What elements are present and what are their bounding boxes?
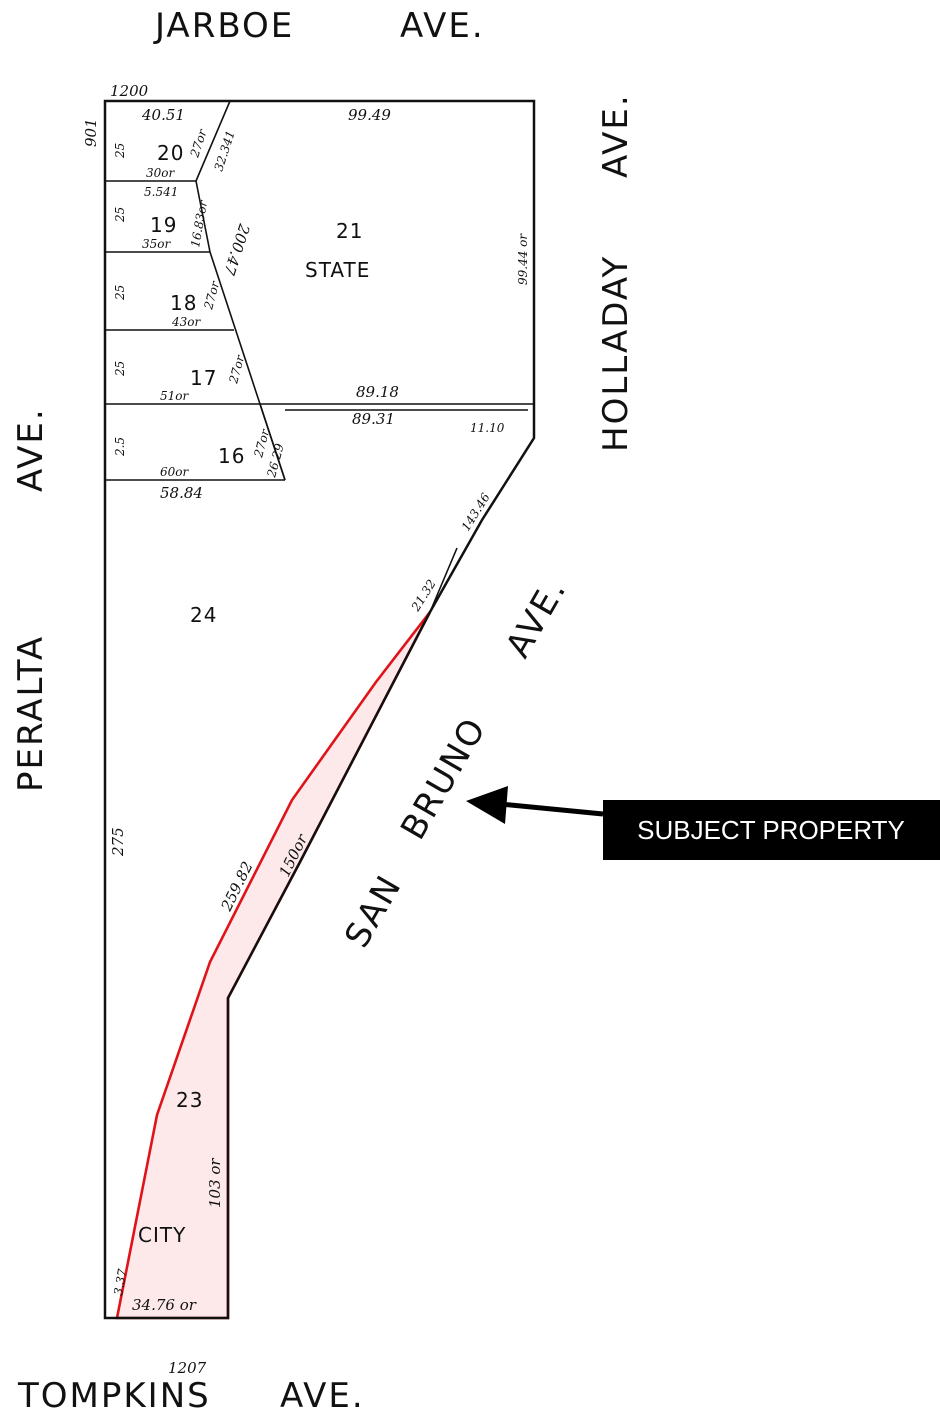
dim-lot17-bottom: 51or — [160, 389, 189, 403]
subject-property-outline — [115, 611, 432, 1320]
dim-west-lot19: 25 — [113, 207, 127, 223]
lot-23-number: 23 — [176, 1088, 203, 1112]
street-west-suffix: AVE. — [11, 407, 51, 492]
street-east-suffix: AVE. — [596, 93, 636, 178]
lot-21-number: 21 — [336, 219, 363, 243]
street-south-name: TOMPKINS — [17, 1376, 211, 1414]
dim-lot17-diag: 27or — [226, 353, 247, 386]
dim-west-lot18: 25 — [113, 285, 127, 301]
street-west-name: PERALTA — [11, 635, 51, 792]
dim-west-lot16: 2.5 — [113, 437, 127, 457]
callout-arrow-head — [466, 786, 508, 824]
dim-lot19-bottom: 35or — [142, 237, 171, 251]
dim-top-right: 99.49 — [348, 106, 391, 124]
lot-24-number: 24 — [190, 603, 217, 627]
street-diag-ave: AVE. — [498, 571, 575, 664]
dim-city-side: 103 or — [206, 1158, 224, 1208]
lot-line-20-diag — [195, 100, 231, 182]
dim-lot16-bottom2: 58.84 — [160, 484, 203, 502]
callout-label: SUBJECT PROPERTY — [637, 815, 905, 845]
street-diag-bruno: BRUNO — [393, 710, 495, 846]
street-north-suffix: AVE. — [400, 6, 485, 46]
dim-mid-top: 89.18 — [356, 383, 399, 401]
dim-west-side: 275 — [109, 827, 127, 857]
lot-19-number: 19 — [150, 213, 177, 237]
dim-city-bottom: 34.76 or — [132, 1296, 197, 1314]
lot-line-19-diag — [195, 180, 211, 253]
dim-san-bruno-point: 21.32 — [408, 577, 439, 614]
block-number-top: 1200 — [110, 82, 149, 100]
dim-city-sw: 3.37 — [111, 1267, 129, 1296]
dim-lot16-bottom: 60or — [160, 465, 189, 479]
street-east-name: HOLLADAY — [596, 255, 636, 452]
street-diag-san: SAN — [337, 868, 410, 955]
dim-west-lot17: 25 — [113, 361, 127, 377]
lot-21-label: STATE — [305, 258, 370, 282]
dim-lot20-bottom: 30or — [146, 166, 175, 180]
dim-short-east: 11.10 — [470, 421, 505, 435]
dim-lot18-diag: 27or — [201, 279, 222, 312]
lot-20-number: 20 — [157, 141, 184, 165]
lot-17-number: 17 — [190, 366, 217, 390]
lot-16-number: 16 — [218, 444, 245, 468]
block-outline — [103, 99, 536, 1320]
dim-mid-bottom: 89.31 — [352, 410, 395, 428]
callout-arrow-shaft — [499, 801, 604, 817]
san-bruno-frontage — [429, 547, 458, 613]
lot-line-16-east — [259, 403, 286, 481]
street-south-suffix: AVE. — [280, 1376, 365, 1414]
lot-18-number: 18 — [170, 291, 197, 315]
street-north-name: JARBOE — [153, 6, 294, 46]
dim-top-left: 40.51 — [141, 106, 185, 124]
block-number-bottom: 1207 — [168, 1359, 207, 1377]
dim-long-diag: 200.47 — [220, 221, 254, 278]
dim-east-side: 99.44 or — [516, 233, 530, 285]
dim-west-lot20: 25 — [113, 143, 127, 159]
dim-lot18-bottom: 43or — [171, 315, 201, 329]
callout-box — [603, 800, 940, 860]
block-number-left: 901 — [82, 118, 100, 147]
dim-lot19-top: 5.541 — [144, 185, 178, 199]
lot-23-label: CITY — [138, 1223, 186, 1247]
